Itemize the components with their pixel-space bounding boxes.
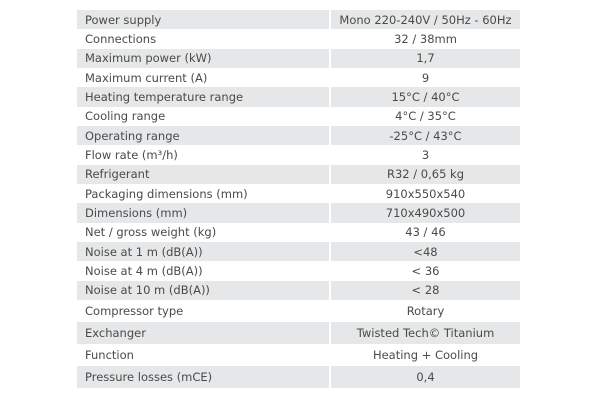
spec-value: 3	[330, 145, 520, 165]
spec-label: Noise at 10 m (dB(A))	[77, 280, 331, 301]
spec-row: Packaging dimensions (mm) 910x550x540	[77, 184, 520, 204]
spec-value: 710x490x500	[330, 203, 520, 223]
spec-label: Function	[77, 344, 331, 367]
spec-label: Heating temperature range	[77, 87, 331, 107]
spec-row: Noise at 10 m (dB(A)) < 28	[77, 280, 520, 301]
spec-row: Refrigerant R32 / 0,65 kg	[77, 164, 520, 185]
spec-label: Noise at 4 m (dB(A))	[77, 261, 331, 281]
spec-value: Twisted Tech© Titanium	[330, 322, 520, 345]
spec-value: 9	[330, 68, 520, 88]
spec-label: Cooling range	[77, 106, 331, 127]
spec-value: 32 / 38mm	[330, 29, 520, 49]
spec-row: Noise at 4 m (dB(A)) < 36	[77, 261, 520, 281]
spec-value: R32 / 0,65 kg	[330, 164, 520, 185]
spec-label: Refrigerant	[77, 164, 331, 185]
spec-label: Power supply	[77, 10, 331, 30]
spec-label: Maximum power (kW)	[77, 48, 331, 69]
spec-table-wrapper: Power supply Mono 220-240V / 50Hz - 60Hz C…	[77, 10, 520, 389]
spec-row: Cooling range 4°C / 35°C	[77, 106, 520, 127]
spec-value: 910x550x540	[330, 184, 520, 204]
spec-row: Heating temperature range 15°C / 40°C	[77, 87, 520, 107]
spec-value: 15°C / 40°C	[330, 87, 520, 107]
spec-row: Dimensions (mm) 710x490x500	[77, 203, 520, 223]
spec-value: <48	[330, 242, 520, 262]
spec-row: Exchanger Twisted Tech© Titanium	[77, 322, 520, 345]
spec-row: Maximum current (A) 9	[77, 68, 520, 88]
spec-label: Net / gross weight (kg)	[77, 222, 331, 243]
spec-row: Noise at 1 m (dB(A)) <48	[77, 242, 520, 262]
spec-label: Pressure losses (mCE)	[77, 366, 331, 389]
spec-table: Power supply Mono 220-240V / 50Hz - 60Hz C…	[77, 10, 520, 389]
spec-row: Maximum power (kW) 1,7	[77, 48, 520, 69]
spec-value: 0,4	[330, 366, 520, 389]
spec-value: < 28	[330, 280, 520, 301]
spec-label: Flow rate (m³/h)	[77, 145, 331, 165]
spec-row: Pressure losses (mCE) 0,4	[77, 366, 520, 389]
spec-label: Dimensions (mm)	[77, 203, 331, 223]
spec-value: 4°C / 35°C	[330, 106, 520, 127]
spec-row: Flow rate (m³/h) 3	[77, 145, 520, 165]
spec-label: Exchanger	[77, 322, 331, 345]
spec-label: Packaging dimensions (mm)	[77, 184, 331, 204]
spec-value: Mono 220-240V / 50Hz - 60Hz	[330, 10, 520, 30]
spec-row: Power supply Mono 220-240V / 50Hz - 60Hz	[77, 10, 520, 30]
spec-label: Compressor type	[77, 300, 331, 323]
spec-table-body: Power supply Mono 220-240V / 50Hz - 60Hz C…	[77, 10, 520, 389]
spec-label: Maximum current (A)	[77, 68, 331, 88]
spec-value: Rotary	[330, 300, 520, 323]
spec-label: Connections	[77, 29, 331, 49]
spec-row: Function Heating + Cooling	[77, 344, 520, 367]
spec-value: Heating + Cooling	[330, 344, 520, 367]
spec-row: Compressor type Rotary	[77, 300, 520, 323]
spec-value: 1,7	[330, 48, 520, 69]
spec-row: Net / gross weight (kg) 43 / 46	[77, 222, 520, 243]
spec-label: Noise at 1 m (dB(A))	[77, 242, 331, 262]
spec-value: < 36	[330, 261, 520, 281]
spec-label: Operating range	[77, 126, 331, 146]
spec-value: 43 / 46	[330, 222, 520, 243]
spec-row: Connections 32 / 38mm	[77, 29, 520, 49]
spec-value: -25°C / 43°C	[330, 126, 520, 146]
spec-row: Operating range -25°C / 43°C	[77, 126, 520, 146]
